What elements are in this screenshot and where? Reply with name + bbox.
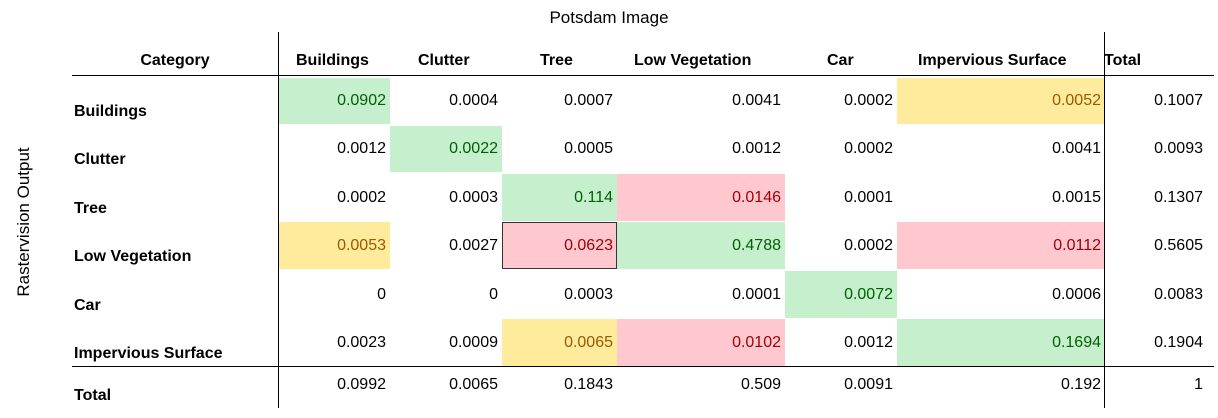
cell: 0.0146	[617, 174, 785, 221]
cell: 0.0091	[844, 376, 893, 393]
cell: 0.0005	[564, 140, 613, 157]
cell: 0.0002	[337, 189, 386, 206]
cell: 0.0065	[449, 376, 498, 393]
cell: 0.1904	[1154, 334, 1203, 351]
cell: 0.0007	[564, 92, 613, 109]
row-label-impervious-surface: Impervious Surface	[74, 345, 223, 362]
cell: 0	[489, 286, 498, 303]
row-label-tree: Tree	[74, 200, 107, 217]
header-rule	[72, 75, 1214, 76]
cell: 0.0902	[278, 78, 390, 124]
cell: 0.0009	[449, 334, 498, 351]
header-car: Car	[827, 52, 854, 69]
cell: 0.0012	[732, 140, 781, 157]
cell: 0.0052	[897, 78, 1105, 124]
cell: 0.1307	[1154, 189, 1203, 206]
header-buildings: Buildings	[296, 52, 369, 69]
cell: 0.0002	[844, 92, 893, 109]
cell: 0.0102	[617, 319, 785, 366]
cell: 0.0004	[449, 92, 498, 109]
header-total: Total	[1104, 52, 1142, 69]
row-label-buildings: Buildings	[74, 103, 147, 120]
table-title: Potsdam Image	[549, 8, 669, 27]
cell: 0.0112	[897, 222, 1105, 269]
header-tree: Tree	[540, 52, 573, 69]
header-low-vegetation: Low Vegetation	[634, 52, 752, 69]
row-label-low-vegetation: Low Vegetation	[74, 248, 192, 265]
cell: 0.0001	[844, 189, 893, 206]
cell: 0.0065	[502, 319, 617, 366]
cell: 0.509	[740, 376, 781, 393]
row-label-total: Total	[74, 387, 112, 404]
cell: 0.0041	[1052, 140, 1101, 157]
cell: 0.0093	[1154, 140, 1203, 157]
cell: 0.0623	[502, 222, 617, 269]
cell: 0.0023	[337, 334, 386, 351]
cell: 0.192	[1060, 376, 1101, 393]
row-label-car: Car	[74, 297, 101, 314]
cell: 0.0992	[337, 376, 386, 393]
cell: 0.0003	[449, 189, 498, 206]
header-category: Category	[140, 52, 210, 69]
total-rule	[72, 366, 1214, 367]
cell: 0.0012	[844, 334, 893, 351]
cell: 0	[377, 286, 386, 303]
header-impervious-surface: Impervious Surface	[918, 52, 1067, 69]
cell: 0.0015	[1052, 189, 1101, 206]
total-column-divider	[1104, 32, 1105, 408]
cell: 0.0001	[732, 286, 781, 303]
cell: 0.1694	[897, 319, 1105, 366]
cell: 0.4788	[617, 222, 785, 269]
cell: 0.0006	[1052, 286, 1101, 303]
cell: 1	[1194, 376, 1203, 393]
cell: 0.0022	[390, 126, 502, 172]
cell: 0.0072	[785, 271, 897, 318]
cell: 0.0002	[844, 237, 893, 254]
cell: 0.0083	[1154, 286, 1203, 303]
row-label-clutter: Clutter	[74, 151, 126, 168]
cell: 0.0002	[844, 140, 893, 157]
row-axis-title-text: Rastervision Output	[14, 147, 33, 297]
cell: 0.0012	[337, 140, 386, 157]
cell: 0.114	[502, 174, 617, 221]
cell: 0.0041	[732, 92, 781, 109]
cell: 0.1007	[1154, 92, 1203, 109]
cell: 0.5605	[1154, 237, 1203, 254]
row-label-divider	[278, 32, 279, 408]
cell: 0.0003	[564, 286, 613, 303]
header-clutter: Clutter	[418, 52, 470, 69]
cell: 0.0053	[278, 222, 390, 269]
cell: 0.0027	[449, 237, 498, 254]
cell: 0.1843	[564, 376, 613, 393]
